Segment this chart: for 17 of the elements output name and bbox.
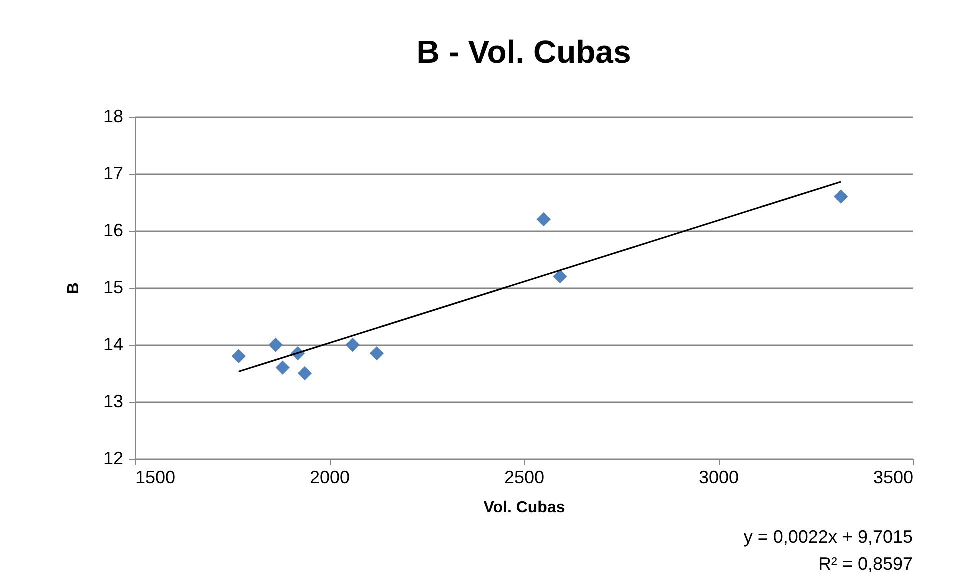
y-tick-label: 14 (103, 334, 124, 354)
x-tick-label: 3500 (873, 468, 914, 488)
x-tick-label: 3000 (698, 468, 740, 488)
x-axis-title: Vol. Cubas (484, 500, 566, 516)
chart-title: B - Vol. Cubas (416, 34, 632, 70)
y-tick-label: 16 (103, 220, 124, 240)
x-tick-label: 2000 (310, 468, 350, 488)
y-tick-label: 15 (103, 278, 124, 298)
x-tick-label: 1500 (136, 468, 176, 488)
y-tick-label: 13 (103, 392, 124, 412)
y-axis-title: B (65, 282, 82, 294)
y-tick-label: 17 (103, 164, 124, 184)
y-tick-label: 18 (103, 106, 124, 126)
y-tick-label: 12 (103, 448, 124, 468)
text: R² = 0,8597 (818, 554, 913, 574)
x-tick-label: 2500 (504, 468, 545, 488)
text: y = 0,0022x + 9,7015 (744, 527, 913, 547)
